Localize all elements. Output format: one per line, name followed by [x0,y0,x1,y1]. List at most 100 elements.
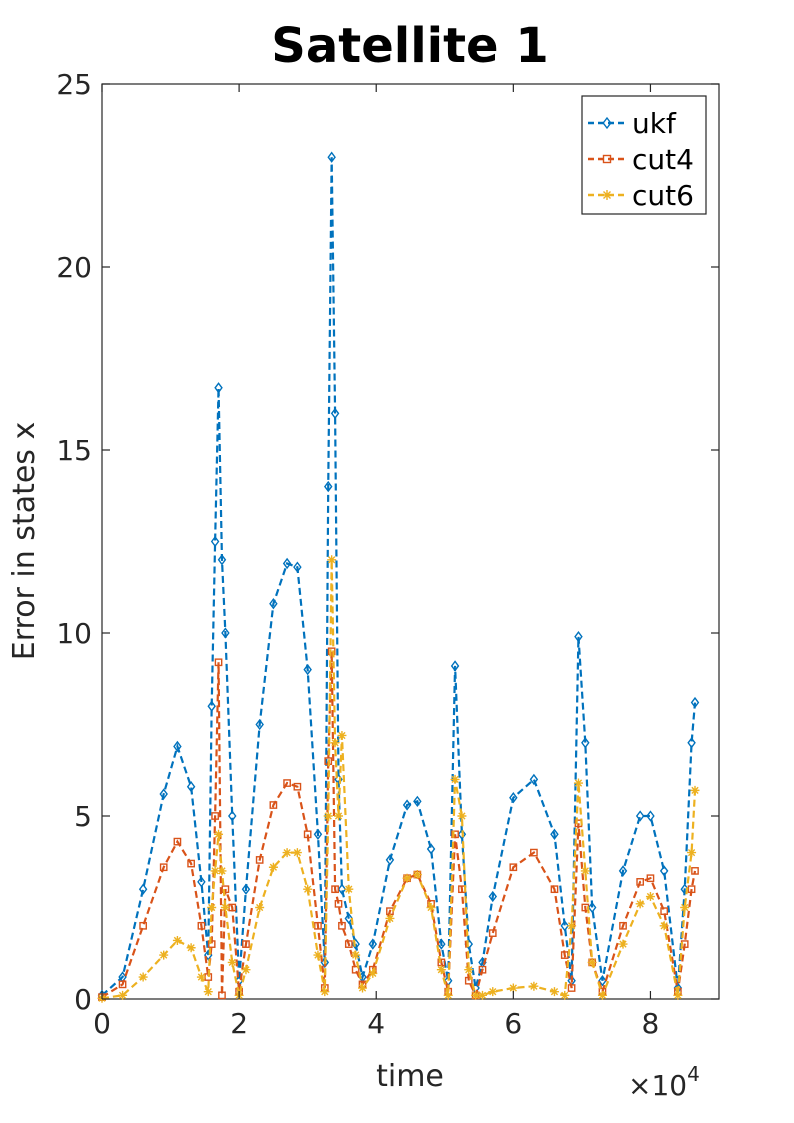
data-point-cut4 [478,965,487,974]
data-point-cut6 [138,972,148,982]
data-point-cut6 [580,866,590,876]
data-point-cut6 [635,899,645,909]
tick-layer: 0 2 4 6 8 0 5 10 15 20 25 [56,68,719,1040]
data-point-cut6 [320,987,330,997]
data-point-cut4 [197,921,206,930]
data-point-cut4 [646,874,655,883]
data-point-cut4 [139,921,147,930]
data-point-cut6 [385,913,395,923]
y-tick-label: 5 [74,800,92,833]
data-point-ukf [186,781,196,793]
data-point-cut6 [337,730,347,740]
data-point-ukf [330,407,340,420]
data-point-ukf [323,480,333,493]
data-point-ukf [282,557,292,570]
data-point-cut6 [587,957,597,967]
data-point-ukf [221,627,230,639]
data-point-cut6 [443,990,453,1000]
data-point-ukf [368,938,378,950]
data-point-cut4 [464,976,473,985]
data-point-cut6 [690,785,700,795]
data-point-ukf [197,876,206,888]
data-point-cut6 [186,943,196,953]
data-point-cut6 [402,873,412,883]
data-point-cut6 [618,939,628,949]
x-tick-label: 6 [504,1007,522,1040]
data-point-cut6 [567,921,577,931]
data-point-cut4 [509,863,518,872]
data-point-ukf [210,535,220,548]
data-point-cut6 [303,884,313,894]
data-point-cut6 [172,935,182,945]
data-point-ukf [687,737,696,749]
data-point-cut4 [334,899,343,908]
data-point-ukf [450,660,460,672]
data-point-ukf [337,883,347,895]
data-point-ukf [581,737,590,749]
data-point-cut4 [255,856,264,864]
x-tick-label: 4 [367,1007,385,1040]
legend-marker-ukf [602,116,612,130]
data-point-ukf [269,598,278,610]
data-point-cut4 [269,801,278,809]
y-tick-label: 20 [56,251,92,284]
data-point-cut6 [210,866,220,876]
legend-marker-cut6 [602,190,612,200]
data-point-cut4 [691,867,699,875]
data-point-ukf [550,828,559,840]
x-axis-exponent: ×104 [628,1062,700,1102]
y-tick-label: 25 [56,68,92,101]
legend-marker-cut4 [602,154,612,164]
data-point-ukf [646,810,655,822]
data-point-cut6 [680,903,690,912]
data-point-cut4 [550,885,559,894]
data-point-cut4 [660,907,669,916]
data-point-cut6 [323,811,333,821]
data-point-cut6 [292,848,302,858]
data-point-cut4 [218,991,226,1000]
data-point-cut6 [255,903,265,912]
data-point-cut6 [464,965,474,975]
data-point-cut6 [334,811,344,821]
data-point-cut6 [412,870,422,880]
data-point-ukf [385,854,395,866]
data-point-cut6 [207,903,217,912]
data-point-ukf [173,740,182,753]
data-point-cut6 [358,983,368,993]
data-point-cut4 [187,859,195,868]
data-point-cut6 [573,778,583,788]
data-point-cut4 [338,921,346,930]
data-point-ukf [293,561,302,573]
data-point-ukf [457,828,467,840]
data-point-cut6 [560,990,570,1000]
data-point-ukf [690,696,700,709]
data-point-ukf [313,828,323,840]
data-point-cut4 [687,885,696,894]
data-point-cut4 [242,940,250,948]
data-point-ukf [255,718,264,731]
y-axis-label: Error in states x [7,422,42,660]
y-tick-label: 10 [56,617,92,650]
data-point-cut6 [351,950,361,960]
chart-title: Satellite 1 [271,18,548,74]
data-point-cut4 [303,830,312,839]
data-point-cut4 [488,929,497,937]
data-point-cut4 [331,885,339,894]
data-point-cut6 [471,990,481,1000]
data-point-ukf [228,810,237,822]
data-point-ukf [207,700,216,712]
data-point-ukf [426,843,436,855]
data-point-cut6 [673,990,683,1000]
y-tick-label: 15 [56,434,92,467]
data-point-ukf [327,151,336,163]
data-point-ukf [618,865,628,877]
data-point-cut4 [207,940,216,948]
data-point-cut6 [344,884,354,894]
data-point-cut4 [636,878,645,886]
data-point-ukf [159,788,168,800]
data-point-cut4 [211,812,219,820]
data-point-cut4 [451,830,459,839]
x-exponent-base: ×10 [628,1069,687,1102]
data-point-cut6 [313,950,323,960]
